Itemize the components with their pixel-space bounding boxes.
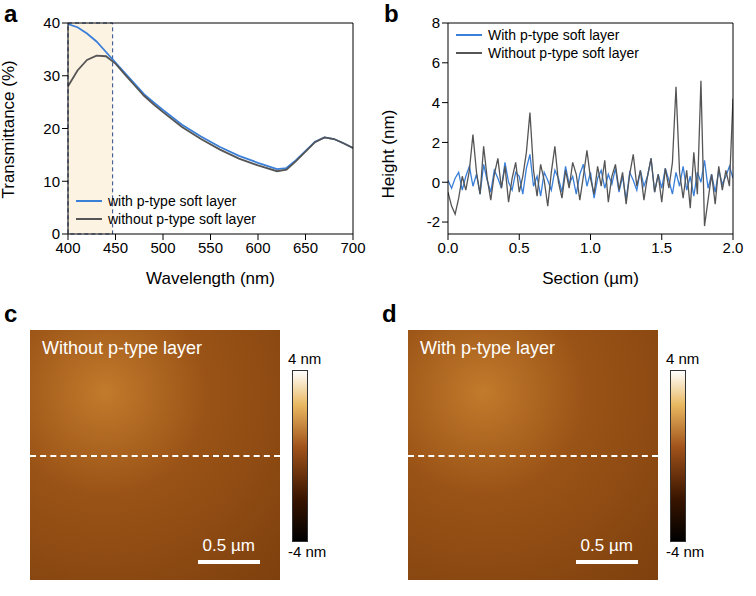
svg-text:8: 8: [432, 14, 440, 31]
html-text:Without p-type layer: Without p-type layer: [42, 338, 203, 358]
svg-text:2: 2: [432, 134, 440, 151]
html-text:a: a: [4, 0, 18, 27]
svg-text:Section (µm): Section (µm): [542, 269, 639, 288]
html-text:d: d: [382, 300, 397, 327]
svg-text:0.5: 0.5: [509, 239, 530, 256]
html-text:-4 nm: -4 nm: [288, 543, 327, 560]
html-text:Without p-type soft layer: Without p-type soft layer: [488, 45, 639, 61]
html-text:without p-type soft layer: without p-type soft layer: [108, 211, 256, 227]
svg-text:6: 6: [432, 54, 440, 71]
svg-text:450: 450: [103, 239, 128, 256]
svg-text:2.0: 2.0: [723, 239, 744, 256]
html-text:0.5 µm: 0.5 µm: [202, 536, 255, 555]
html-text:c: c: [4, 300, 18, 327]
svg-text:40: 40: [43, 14, 60, 31]
svg-text:10: 10: [43, 173, 60, 190]
html-text:With p-type soft layer: With p-type soft layer: [488, 27, 620, 43]
svg-text:0: 0: [52, 225, 60, 242]
svg-text:0.0: 0.0: [438, 239, 459, 256]
html-text:4 nm: 4 nm: [666, 350, 700, 367]
svg-text:550: 550: [198, 239, 223, 256]
svg-text:0: 0: [432, 174, 440, 191]
svg-text:Height (nm): Height (nm): [380, 110, 398, 199]
svg-text:500: 500: [150, 239, 175, 256]
html-text:4 nm: 4 nm: [288, 350, 322, 367]
html-text:b: b: [384, 0, 399, 27]
svg-text:Wavelength (nm): Wavelength (nm): [146, 269, 275, 288]
svg-text:4: 4: [432, 94, 440, 111]
svg-text:20: 20: [43, 120, 60, 137]
svg-text:1.0: 1.0: [580, 239, 601, 256]
svg-text:650: 650: [293, 239, 318, 256]
svg-text:400: 400: [55, 238, 81, 256]
html-text:With p-type layer: With p-type layer: [420, 338, 555, 358]
svg-text:1.5: 1.5: [651, 239, 672, 256]
svg-text:700: 700: [340, 239, 365, 256]
html-text:0.5 µm: 0.5 µm: [580, 536, 633, 555]
html-text:-4 nm: -4 nm: [666, 543, 705, 560]
svg-text:Transmittance (%): Transmittance (%): [0, 60, 18, 198]
svg-text:-2: -2: [427, 213, 440, 230]
html-text:with p-type soft layer: with p-type soft layer: [108, 193, 237, 209]
svg-text:600: 600: [245, 239, 270, 256]
svg-text:30: 30: [43, 67, 60, 84]
